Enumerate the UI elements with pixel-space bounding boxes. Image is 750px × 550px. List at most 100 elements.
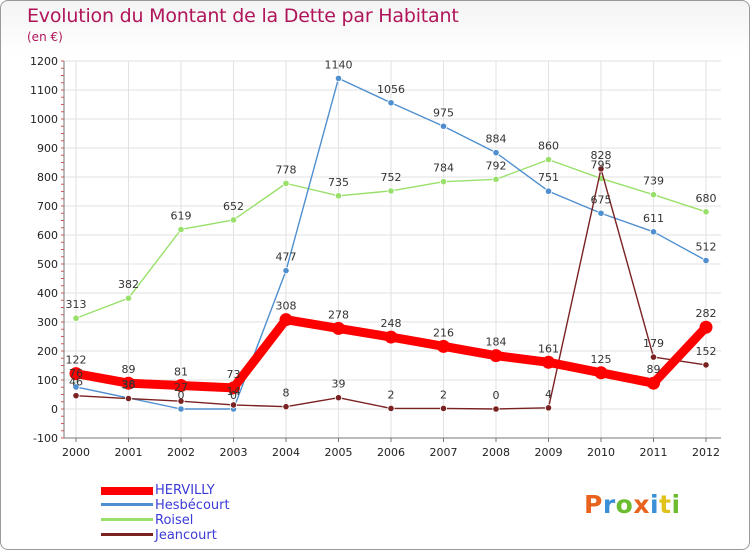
data-label: 680 bbox=[696, 192, 717, 205]
data-label: 860 bbox=[538, 140, 559, 153]
data-point bbox=[699, 320, 713, 334]
data-point bbox=[492, 175, 500, 183]
data-point bbox=[544, 404, 553, 412]
data-label: 89 bbox=[122, 363, 136, 376]
proxiti-logo: Proxiti bbox=[584, 490, 681, 519]
chart-subtitle: (en €) bbox=[27, 30, 63, 44]
data-label: 36 bbox=[122, 379, 136, 392]
data-label: 76 bbox=[69, 367, 83, 380]
y-tick-label: 0 bbox=[51, 403, 58, 416]
legend-label: HERVILLY bbox=[155, 483, 215, 498]
data-label: 611 bbox=[643, 212, 664, 225]
data-point bbox=[594, 366, 608, 380]
data-point bbox=[174, 379, 188, 393]
data-label: 2 bbox=[388, 388, 395, 401]
data-label: 0 bbox=[178, 389, 185, 402]
data-label: 1140 bbox=[325, 58, 353, 71]
data-point bbox=[387, 404, 395, 413]
data-point bbox=[597, 209, 605, 217]
x-tick-label: 2001 bbox=[115, 446, 143, 459]
logo-letter: i bbox=[650, 490, 660, 519]
data-point bbox=[72, 314, 80, 322]
data-point bbox=[177, 397, 185, 405]
legend-swatch bbox=[101, 487, 153, 495]
data-point bbox=[542, 355, 555, 369]
x-tick-label: 2007 bbox=[430, 446, 458, 459]
data-point bbox=[649, 191, 658, 199]
data-label: 739 bbox=[643, 175, 664, 188]
data-point bbox=[544, 187, 553, 195]
data-point bbox=[177, 405, 185, 413]
y-tick-label: 500 bbox=[37, 258, 58, 271]
data-label: 73 bbox=[227, 368, 241, 381]
data-label: 675 bbox=[591, 193, 612, 206]
x-tick-label: 2008 bbox=[482, 446, 510, 459]
y-tick-label: 1200 bbox=[30, 55, 58, 68]
data-point bbox=[124, 294, 133, 302]
data-label: 778 bbox=[276, 163, 297, 176]
data-point bbox=[387, 99, 395, 107]
data-label: 752 bbox=[381, 171, 402, 184]
legend-label: Hesbécourt bbox=[155, 498, 230, 513]
y-tick-label: 600 bbox=[37, 229, 58, 242]
data-label: 81 bbox=[174, 366, 188, 379]
data-label: 792 bbox=[486, 159, 507, 172]
legend-swatch bbox=[101, 503, 153, 506]
data-point bbox=[384, 330, 398, 344]
data-point bbox=[492, 405, 500, 413]
data-label: 313 bbox=[66, 298, 87, 311]
data-label: 652 bbox=[223, 200, 244, 213]
data-point bbox=[72, 383, 80, 391]
data-label: 619 bbox=[171, 209, 192, 222]
data-label: 308 bbox=[276, 300, 297, 313]
x-tick-label: 2009 bbox=[535, 446, 563, 459]
data-point bbox=[334, 192, 343, 200]
y-tick-label: 800 bbox=[37, 171, 58, 184]
data-label: 122 bbox=[66, 354, 87, 367]
data-label: 784 bbox=[433, 162, 454, 175]
data-point bbox=[544, 156, 553, 164]
legend-label: Jeancourt bbox=[155, 528, 217, 543]
data-label: 179 bbox=[643, 337, 664, 350]
data-label: 735 bbox=[328, 176, 349, 189]
y-tick-label: 400 bbox=[37, 287, 58, 300]
x-tick-label: 2011 bbox=[640, 446, 668, 459]
data-point bbox=[437, 339, 450, 353]
data-label: 125 bbox=[591, 353, 612, 366]
x-tick-label: 2004 bbox=[272, 446, 300, 459]
data-point bbox=[334, 394, 343, 402]
legend-swatch bbox=[101, 518, 153, 521]
data-label: 38 bbox=[122, 378, 136, 391]
data-point bbox=[334, 74, 343, 83]
data-point bbox=[122, 376, 135, 390]
data-label: 795 bbox=[591, 158, 612, 171]
y-tick-label: 1100 bbox=[30, 84, 58, 97]
data-point bbox=[439, 122, 448, 130]
data-label: 14 bbox=[227, 385, 241, 398]
data-point bbox=[282, 403, 290, 411]
data-point bbox=[649, 228, 658, 236]
data-label: 1056 bbox=[377, 83, 405, 96]
y-tick-label: -100 bbox=[33, 432, 58, 445]
data-label: 2 bbox=[440, 388, 447, 401]
data-label: 184 bbox=[486, 336, 507, 349]
data-point bbox=[439, 404, 448, 413]
data-label: 828 bbox=[591, 149, 612, 162]
logo-letter: t bbox=[659, 490, 672, 519]
data-point bbox=[227, 381, 240, 395]
x-tick-label: 2012 bbox=[692, 446, 720, 459]
legend-swatch bbox=[101, 533, 153, 536]
data-label: 248 bbox=[381, 317, 402, 330]
x-tick-label: 2002 bbox=[167, 446, 195, 459]
legend-label: Roisel bbox=[155, 513, 194, 528]
y-tick-label: 1000 bbox=[30, 113, 58, 126]
logo-letter: o bbox=[615, 490, 634, 519]
data-label: 884 bbox=[486, 133, 507, 146]
data-point bbox=[282, 267, 290, 275]
y-tick-label: 100 bbox=[37, 374, 58, 387]
y-tick-label: 300 bbox=[37, 316, 58, 329]
data-label: 0 bbox=[230, 389, 237, 402]
data-point bbox=[282, 179, 290, 187]
data-label: 39 bbox=[332, 378, 346, 391]
